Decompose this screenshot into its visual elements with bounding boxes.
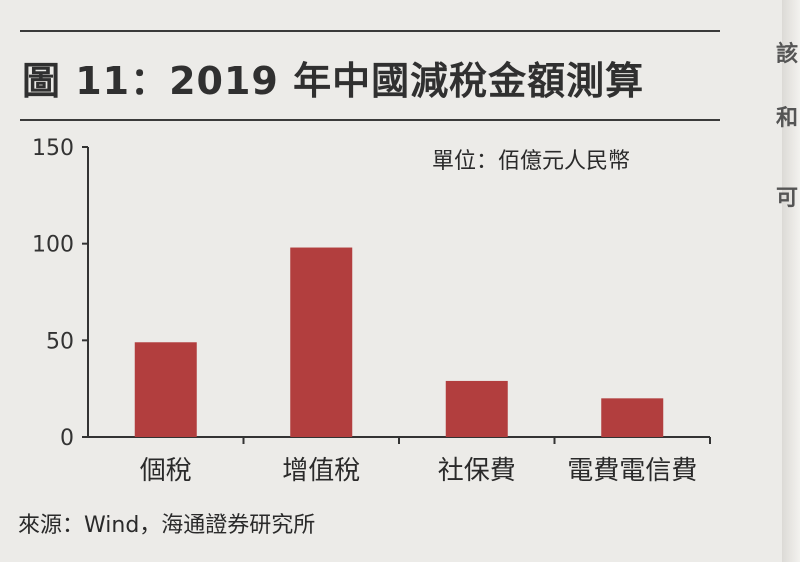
category-label: 個稅: [140, 456, 192, 486]
edge-glyph: 該: [775, 42, 798, 67]
title-rule: [20, 119, 720, 121]
bar: [601, 398, 664, 437]
edge-glyph: 和: [775, 106, 798, 131]
category-label: 電費電信費: [567, 456, 697, 486]
bar: [290, 247, 353, 437]
bar-chart: 0 50 100 150 個稅 增值稅 社保費 電費電信費: [32, 136, 711, 486]
figure-title: 圖 11：2019 年中國減稅金額測算: [22, 59, 645, 103]
bar: [134, 342, 197, 437]
source-note: 來源：Wind，海通證券研究所: [18, 513, 316, 538]
y-tick-label: 100: [32, 233, 74, 258]
unit-label: 單位：佰億元人民幣: [432, 149, 631, 174]
category-label: 社保費: [438, 456, 516, 486]
bar: [445, 380, 508, 437]
category-label: 增值稅: [282, 456, 360, 486]
edge-glyph: 可: [775, 186, 798, 211]
y-tick-label: 150: [32, 136, 74, 161]
y-tick-label: 50: [46, 329, 74, 354]
y-tick-label: 0: [60, 426, 74, 451]
page-edge: 該 和 可: [776, 0, 800, 562]
top-rule: [20, 30, 720, 32]
